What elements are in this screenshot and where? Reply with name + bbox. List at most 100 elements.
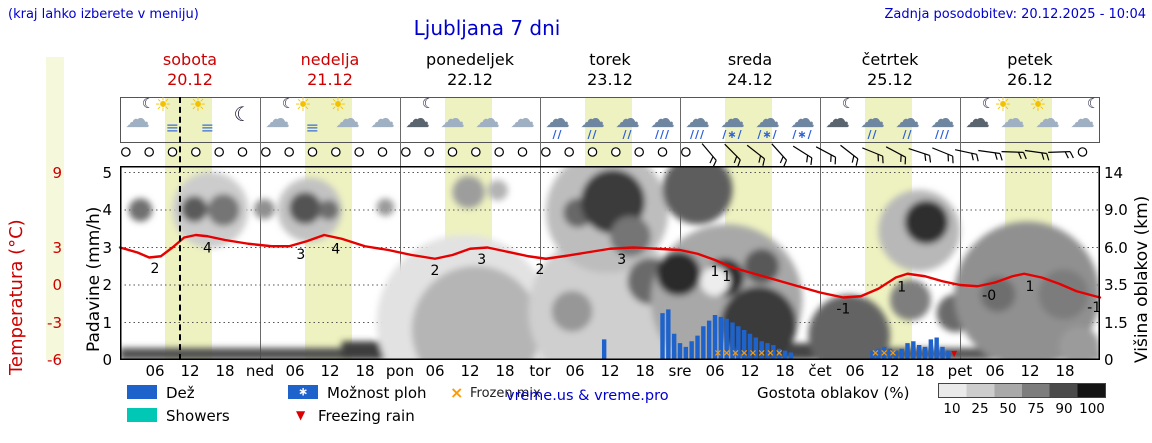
rain-icon: ∕∕ [587, 128, 598, 141]
weather-icon-sun-cloud: ☀ ☁ [993, 96, 1033, 142]
svg-text:3: 3 [477, 252, 486, 268]
svg-text:×: × [749, 348, 757, 359]
freezing-rain-icon: ▼ [296, 408, 306, 422]
rain-swatch [127, 385, 157, 399]
x-tick: 12 [320, 362, 340, 380]
rain-icon: ∕∗∕ [757, 128, 778, 141]
day-boundary-line [680, 97, 681, 360]
y-tick-temperature: 0 [52, 276, 62, 294]
density-tick: 50 [999, 401, 1017, 417]
watermark-link[interactable]: vreme.us & vreme.pro [506, 388, 669, 404]
y-tick-cloud-height: 1.5 [1104, 313, 1128, 332]
day-date: 23.12 [587, 70, 633, 89]
svg-text:×: × [871, 348, 879, 359]
cloud-density-scale [938, 383, 1106, 398]
svg-text:1: 1 [711, 264, 720, 280]
day-name: sreda [727, 50, 773, 69]
y-tick-precipitation: 1 [102, 313, 112, 332]
freezing-rain-label: Freezing rain [318, 407, 415, 425]
svg-text:1: 1 [722, 269, 731, 285]
rain-label: Dež [166, 384, 195, 402]
svg-text:×: × [775, 348, 783, 359]
wind-row [121, 143, 1088, 168]
cloudr-icon: ☁ [930, 104, 955, 133]
x-tick: 18 [635, 362, 655, 380]
cloudd-icon: ☁ [405, 104, 430, 133]
svg-text:-1: -1 [836, 302, 850, 318]
cloudd-icon: ☁ [965, 104, 990, 133]
weather-icon-cloud-rain: ☁ ∕∕ [853, 98, 893, 142]
temperature-axis-label: Temperatura (°C) [6, 219, 27, 375]
weather-icon-cloud-sleet: ☁ ∕∗∕ [748, 98, 788, 142]
day-date: 20.12 [167, 70, 213, 89]
weather-icon-cloud-rain: ☁ ∕∕ [538, 98, 578, 142]
weather-icon-moon-cloud: ☾ ☁ [118, 97, 158, 142]
density-tick: 10 [943, 401, 961, 417]
svg-text:4: 4 [203, 240, 212, 256]
menu-hint: (kraj lahko izberete v meniju) [8, 7, 199, 22]
moon-icon: ☾ [981, 96, 995, 112]
fog-icon: ≡ [200, 118, 215, 137]
weather-icon-moon-cloud: ☾ ☁ [258, 96, 298, 142]
weather-icon-moon: ☾ [223, 98, 263, 142]
rain-icon: ∕∗∕ [722, 128, 743, 141]
rain-icon: ∕∕∕ [689, 128, 706, 141]
x-tick: 06 [425, 362, 445, 380]
weather-icon-cloud: ☁ [363, 98, 403, 142]
x-tick: sre [668, 362, 692, 380]
cloudr-icon: ☁ [650, 104, 675, 133]
day-label-četrtek: četrtek 25.12 [820, 50, 960, 90]
fog-icon: ≡ [165, 118, 180, 137]
svg-text:4: 4 [331, 242, 340, 258]
x-tick: 06 [705, 362, 725, 380]
rain-icon: ∕∗∕ [792, 128, 813, 141]
weather-icon-night-cloud: ☾ ☁ [818, 97, 858, 142]
cloudr-icon: ☁ [860, 104, 885, 133]
svg-text:1: 1 [897, 280, 906, 296]
day-name: ponedeljek [426, 50, 514, 69]
cloud-icon: ☁ [510, 104, 535, 133]
rain-icon: ∕∕ [552, 128, 563, 141]
day-name: sobota [162, 50, 218, 69]
y-tick-precipitation: 5 [102, 163, 112, 182]
rain-icon: ∕∕ [867, 128, 878, 141]
x-tick: 12 [180, 362, 200, 380]
moon-icon: ☾ [281, 96, 295, 112]
day-label-sreda: sreda 24.12 [680, 50, 820, 90]
showers-swatch [127, 408, 157, 422]
star-icon: ∗ [297, 384, 309, 399]
svg-text:1: 1 [1026, 279, 1035, 295]
possible-showers-label: Možnost ploh [327, 384, 427, 402]
rain-icon: ∕∕ [902, 128, 913, 141]
svg-text:×: × [880, 348, 888, 359]
svg-text:×: × [731, 348, 739, 359]
moon-icon: ☾ [1086, 96, 1100, 112]
last-update: Zadnja posodobitev: 20.12.2025 - 10:04 [884, 7, 1146, 22]
x-tick: ned [245, 362, 275, 380]
sun-icon: ☀ [154, 94, 172, 116]
density-tick: 100 [1079, 401, 1105, 417]
frozen-mix-label: Frozen mix [470, 386, 541, 401]
cloudr-icon: ☁ [685, 104, 710, 133]
x-tick: 18 [775, 362, 795, 380]
moon-lg-icon: ☾ [233, 102, 252, 126]
x-tick: 18 [1055, 362, 1075, 380]
cloud-density-label: Gostota oblakov (%) [757, 384, 910, 402]
cloudr-icon: ☁ [755, 104, 780, 133]
y-tick-cloud-height: 14 [1104, 163, 1124, 182]
sun-icon: ☀ [329, 94, 347, 116]
x-tick: 06 [565, 362, 585, 380]
weather-icon-cloud-rain2: ☁ ∕∕∕ [643, 98, 683, 142]
weather-icon-night-cloud: ☾ ☁ [958, 96, 998, 142]
svg-text:×: × [757, 348, 765, 359]
svg-text:×: × [740, 348, 748, 359]
weather-icon-night-cloud: ☾ ☁ [398, 97, 438, 142]
cloudr-icon: ☁ [580, 104, 605, 133]
svg-text:×: × [889, 348, 897, 359]
weather-icon-sun-cloud: ☀ ☁ [328, 94, 368, 142]
svg-text:2: 2 [151, 261, 160, 277]
cloud-icon: ☁ [370, 104, 395, 133]
day-name: nedelja [300, 50, 360, 69]
x-tick: 18 [495, 362, 515, 380]
